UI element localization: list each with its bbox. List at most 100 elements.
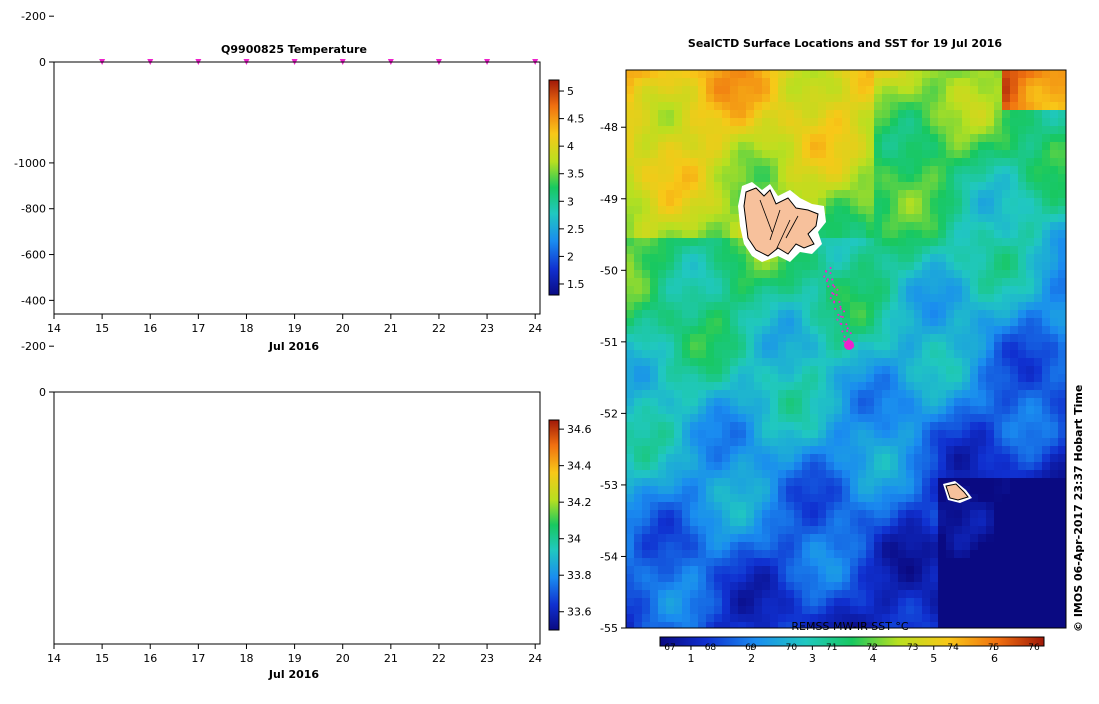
sst-cell bbox=[738, 334, 747, 343]
sst-cell bbox=[722, 238, 731, 247]
sst-cell bbox=[754, 374, 763, 383]
sst-cell bbox=[778, 350, 787, 359]
sst-cell bbox=[930, 182, 939, 191]
sst-cell bbox=[1058, 574, 1066, 583]
sst-cell bbox=[746, 486, 755, 495]
sst-cell bbox=[762, 518, 771, 527]
sst-cell bbox=[834, 558, 843, 567]
sst-cell bbox=[994, 486, 1003, 495]
sst-cell bbox=[642, 534, 651, 543]
sst-cell bbox=[938, 366, 947, 375]
sst-cell bbox=[914, 118, 923, 127]
sst-cell bbox=[754, 166, 763, 175]
sst-cell bbox=[786, 550, 795, 559]
sst-cell bbox=[698, 254, 707, 263]
sst-cell bbox=[906, 558, 915, 567]
sst-cell bbox=[850, 174, 859, 183]
sst-cell bbox=[834, 278, 843, 287]
sst-cell bbox=[1058, 190, 1066, 199]
sst-cell bbox=[818, 326, 827, 335]
sst-cell bbox=[842, 478, 851, 487]
sst-cell bbox=[1002, 542, 1011, 551]
sst-cell bbox=[714, 302, 723, 311]
sst-cell bbox=[762, 534, 771, 543]
sst-cell bbox=[794, 358, 803, 367]
sst-cell bbox=[866, 342, 875, 351]
sst-cell bbox=[682, 438, 691, 447]
sst-cell bbox=[674, 438, 683, 447]
sst-cell bbox=[650, 350, 659, 359]
sst-cell bbox=[1058, 430, 1066, 439]
sst-cell bbox=[1002, 502, 1011, 511]
sst-cell bbox=[754, 422, 763, 431]
sst-cell bbox=[978, 126, 987, 135]
sst-cell bbox=[906, 126, 915, 135]
surface-location bbox=[849, 332, 852, 335]
sst-cell bbox=[746, 414, 755, 423]
sst-cell bbox=[738, 286, 747, 295]
sst-cell bbox=[658, 366, 667, 375]
sst-cell bbox=[986, 566, 995, 575]
sst-cell bbox=[706, 182, 715, 191]
sst-cell bbox=[634, 318, 643, 327]
sst-cell bbox=[922, 606, 931, 615]
sst-cell bbox=[730, 358, 739, 367]
temperature-xlabel: Jul 2016 bbox=[268, 340, 319, 353]
sst-cell bbox=[978, 414, 987, 423]
sst-cell bbox=[658, 438, 667, 447]
sst-cell bbox=[626, 582, 635, 591]
sst-cell bbox=[930, 238, 939, 247]
sst-cell bbox=[1042, 526, 1051, 535]
sst-cell bbox=[682, 422, 691, 431]
sst-cell bbox=[946, 206, 955, 215]
sst-cell bbox=[994, 86, 1003, 95]
sst-cell bbox=[890, 606, 899, 615]
sst-cell bbox=[1042, 102, 1051, 111]
sst-cell bbox=[826, 494, 835, 503]
sst-cell bbox=[666, 318, 675, 327]
sst-cell bbox=[938, 134, 947, 143]
sst-cell bbox=[922, 142, 931, 151]
sst-cell bbox=[1050, 622, 1059, 628]
sst-cell bbox=[762, 486, 771, 495]
sst-cell bbox=[626, 430, 635, 439]
sst-cell bbox=[666, 158, 675, 167]
sst-cell bbox=[890, 158, 899, 167]
sst-cell bbox=[642, 318, 651, 327]
sst-cell bbox=[962, 246, 971, 255]
sst-cell bbox=[834, 598, 843, 607]
sst-cell bbox=[882, 238, 891, 247]
sst-cell bbox=[1034, 358, 1043, 367]
sst-cell bbox=[994, 206, 1003, 215]
sst-cell bbox=[658, 334, 667, 343]
sst-cell bbox=[954, 582, 963, 591]
sst-cell bbox=[658, 406, 667, 415]
sst-cell bbox=[946, 342, 955, 351]
sst-cell bbox=[658, 606, 667, 615]
sst-cell bbox=[842, 222, 851, 231]
sst-cell bbox=[738, 470, 747, 479]
sst-cell bbox=[914, 86, 923, 95]
sst-cell bbox=[778, 622, 787, 628]
sst-cell bbox=[826, 238, 835, 247]
sst-cell bbox=[842, 486, 851, 495]
sst-cell bbox=[858, 430, 867, 439]
x-tick-label: 20 bbox=[336, 322, 350, 335]
sst-cell bbox=[794, 558, 803, 567]
sst-cell bbox=[794, 502, 803, 511]
sst-cell bbox=[850, 430, 859, 439]
sst-cell bbox=[794, 430, 803, 439]
sst-cell bbox=[842, 358, 851, 367]
sst-cell bbox=[810, 470, 819, 479]
sst-cell bbox=[914, 262, 923, 271]
sst-cell bbox=[906, 542, 915, 551]
sst-cell bbox=[722, 446, 731, 455]
sst-cell bbox=[730, 158, 739, 167]
sst-cell bbox=[626, 254, 635, 263]
sst-cell bbox=[826, 86, 835, 95]
sst-cell bbox=[690, 430, 699, 439]
sst-cell bbox=[698, 166, 707, 175]
sst-cell bbox=[1042, 518, 1051, 527]
sst-cell bbox=[874, 446, 883, 455]
sst-cell bbox=[850, 366, 859, 375]
